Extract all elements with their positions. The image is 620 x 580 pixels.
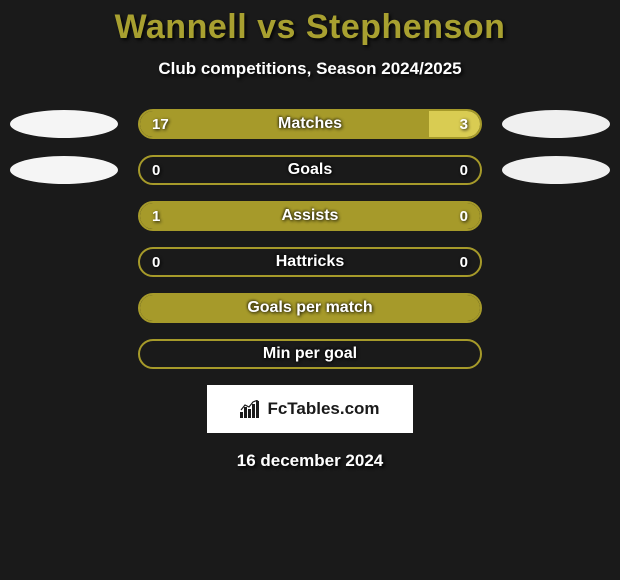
stat-bar: 00Goals <box>138 155 482 185</box>
stat-row: 173Matches <box>0 109 620 139</box>
stat-row: 00Goals <box>0 155 620 185</box>
stat-label: Goals per match <box>140 295 480 321</box>
stat-bar: 173Matches <box>138 109 482 139</box>
comparison-infographic: Wannell vs Stephenson Club competitions,… <box>0 0 620 471</box>
left-team-oval <box>10 110 118 138</box>
logo-box: FcTables.com <box>207 385 413 433</box>
stat-row: Goals per match <box>0 293 620 323</box>
stat-label: Matches <box>140 111 480 137</box>
stat-bar: 10Assists <box>138 201 482 231</box>
fctables-icon <box>240 400 262 418</box>
stat-label: Min per goal <box>140 341 480 367</box>
stat-rows: 173Matches 00Goals 10Assists 00Hattricks Goa… <box>0 109 620 369</box>
right-team-oval <box>502 110 610 138</box>
stat-bar: 00Hattricks <box>138 247 482 277</box>
left-team-oval <box>10 156 118 184</box>
stat-row: 00Hattricks <box>0 247 620 277</box>
logo: FcTables.com <box>240 399 379 419</box>
stat-row: Min per goal <box>0 339 620 369</box>
stat-label: Hattricks <box>140 249 480 275</box>
page-title: Wannell vs Stephenson <box>0 8 620 47</box>
right-team-oval <box>502 156 610 184</box>
stat-row: 10Assists <box>0 201 620 231</box>
stat-label: Goals <box>140 157 480 183</box>
stat-bar: Goals per match <box>138 293 482 323</box>
subtitle: Club competitions, Season 2024/2025 <box>0 59 620 79</box>
stat-label: Assists <box>140 203 480 229</box>
date-label: 16 december 2024 <box>0 451 620 471</box>
logo-text: FcTables.com <box>267 399 379 419</box>
stat-bar: Min per goal <box>138 339 482 369</box>
